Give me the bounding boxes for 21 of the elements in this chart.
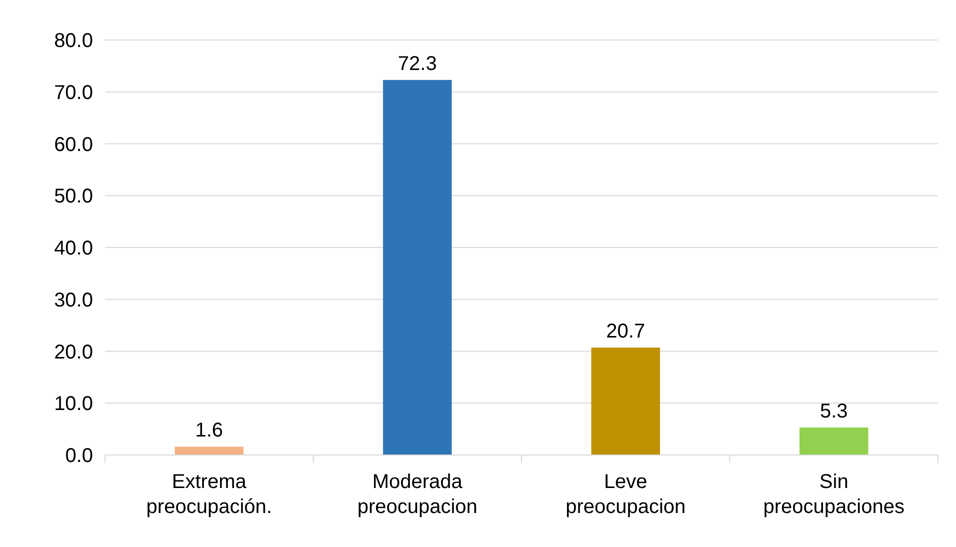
y-tick-label: 70.0: [54, 82, 93, 104]
bar: [591, 348, 660, 455]
y-tick-label: 30.0: [54, 289, 93, 312]
x-tick-label: Leve preocupacion: [566, 471, 686, 518]
y-tick-label: 20.0: [54, 341, 93, 364]
x-tick-label: Extrema preocupación.: [146, 471, 272, 518]
data-label: 1.6: [195, 420, 224, 442]
bar: [800, 428, 868, 455]
data-label: 20.7: [606, 320, 646, 343]
data-label: 72.3: [398, 52, 437, 75]
y-tick-label: 80.0: [54, 30, 93, 52]
x-tick-label: Sin preocupaciones: [763, 471, 904, 518]
y-tick-label: 40.0: [54, 238, 93, 260]
y-tick-label: 60.0: [54, 134, 93, 156]
y-tick-label: 0.0: [65, 445, 93, 467]
bar: [383, 80, 452, 455]
data-label: 5.3: [820, 400, 848, 423]
y-tick-label: 10.0: [54, 393, 93, 416]
y-tick-label: 50.0: [54, 186, 93, 208]
x-tick-label: Moderada preocupacion: [357, 471, 478, 518]
bar: [174, 446, 244, 455]
